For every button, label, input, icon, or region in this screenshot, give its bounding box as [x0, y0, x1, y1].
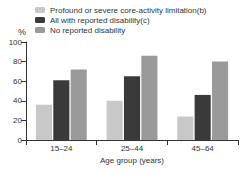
svg-text:0: 0: [18, 136, 23, 145]
svg-text:15–24: 15–24: [50, 144, 73, 153]
svg-text:%: %: [18, 27, 26, 37]
svg-text:No reported disability: No reported disability: [50, 26, 125, 35]
svg-text:45–64: 45–64: [192, 144, 215, 153]
svg-text:40: 40: [13, 96, 22, 105]
svg-text:60: 60: [13, 77, 22, 86]
svg-text:All with reported disability(c: All with reported disability(c): [50, 16, 150, 25]
svg-text:25–44: 25–44: [121, 144, 144, 153]
svg-text:Profound or severe core-activi: Profound or severe core-activity limitat…: [50, 6, 207, 15]
svg-text:80: 80: [13, 57, 22, 66]
svg-text:100: 100: [9, 38, 23, 47]
svg-text:20: 20: [13, 116, 22, 125]
svg-text:Age group (years): Age group (years): [100, 156, 164, 165]
